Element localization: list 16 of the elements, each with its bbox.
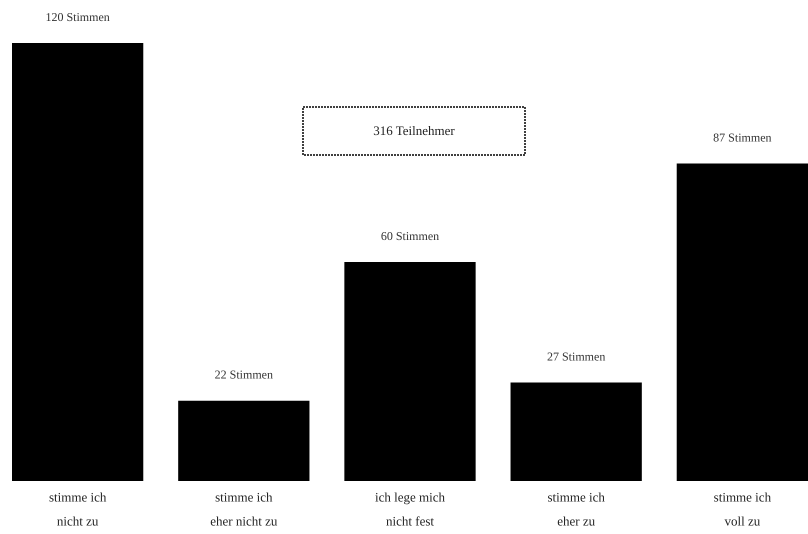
x-tick-label: stimme ich eher nicht zu <box>210 490 278 528</box>
data-label: 87 Stimmen <box>713 130 772 144</box>
bar <box>12 43 144 481</box>
annotation: 316 Teilnehmer <box>373 123 456 138</box>
x-tick-label: stimme ich eher zu <box>547 490 606 528</box>
bar <box>344 262 476 481</box>
bar <box>676 163 808 481</box>
x-tick-label: stimme ich voll zu <box>714 490 772 528</box>
data-label: 22 Stimmen <box>214 368 273 382</box>
data-label: 120 Stimmen <box>45 10 110 24</box>
data-label: 27 Stimmen <box>547 349 606 364</box>
bar <box>510 382 642 481</box>
data-label: 60 Stimmen <box>380 229 440 244</box>
x-tick-label: ich lege mich nicht fest <box>374 490 446 528</box>
x-tick-label: stimme ich nicht zu <box>48 490 107 528</box>
bar <box>178 400 310 481</box>
